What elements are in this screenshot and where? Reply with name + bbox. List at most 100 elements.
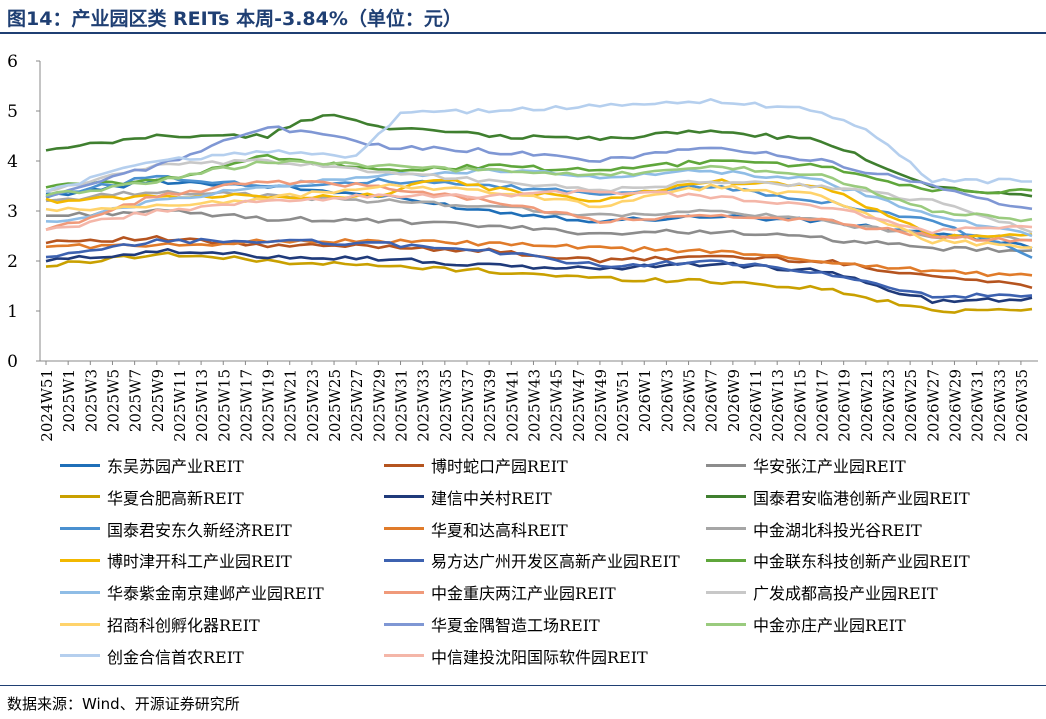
x-tick-label: 2026W33 bbox=[991, 369, 1009, 442]
legend-label: 广发成都高投产业园REIT bbox=[753, 584, 938, 604]
series-line-8 bbox=[45, 238, 1033, 278]
x-tick-label: 2026W11 bbox=[747, 369, 765, 442]
x-tick-label: 2025W33 bbox=[415, 369, 433, 442]
legend-swatch bbox=[60, 558, 100, 562]
legend-swatch bbox=[384, 527, 424, 531]
x-tick-label: 2025W51 bbox=[614, 369, 632, 442]
legend-label: 华泰紫金南京建邺产业园REIT bbox=[107, 584, 324, 604]
y-tick-label: 0 bbox=[7, 352, 18, 372]
series-line-13 bbox=[45, 168, 1033, 238]
x-tick-label: 2025W19 bbox=[260, 369, 278, 442]
series-line-10 bbox=[45, 178, 1033, 240]
legend-item: 中金联东科技创新产业园REIT bbox=[706, 550, 970, 572]
legend-item: 华夏金隅智造工场REIT bbox=[384, 614, 600, 635]
y-tick-label: 6 bbox=[7, 52, 18, 72]
legend-item: 华泰紫金南京建邺产业园REIT bbox=[60, 582, 324, 604]
x-tick-label: 2025W15 bbox=[215, 369, 233, 442]
y-tick-label: 4 bbox=[7, 152, 18, 172]
legend-item: 中金亦庄产业园REIT bbox=[706, 614, 906, 635]
x-tick-label: 2026W9 bbox=[725, 369, 743, 432]
source-note: 数据来源：Wind、开源证券研究所 bbox=[7, 695, 240, 713]
legend-swatch bbox=[384, 622, 424, 626]
legend-label: 中金湖北科投光谷REIT bbox=[753, 520, 922, 540]
legend-label: 国泰君安东久新经济REIT bbox=[107, 520, 292, 540]
y-tick-label: 5 bbox=[7, 102, 18, 122]
x-tick-label: 2025W25 bbox=[326, 369, 344, 442]
x-tick-label: 2025W49 bbox=[592, 369, 610, 442]
title-rule bbox=[0, 32, 1046, 34]
y-axis: 0 1 2 3 4 5 6 bbox=[7, 52, 41, 372]
x-tick-label: 2026W27 bbox=[924, 369, 942, 442]
x-tick-label: 2025W13 bbox=[193, 369, 211, 442]
legend-label: 华夏金隅智造工场REIT bbox=[431, 616, 600, 635]
source-rule bbox=[0, 685, 1046, 686]
legend-label: 中信建投沈阳国际软件园REIT bbox=[431, 647, 648, 667]
series-line-18 bbox=[45, 159, 1033, 223]
series-line-5 bbox=[45, 248, 1033, 305]
legend-swatch bbox=[60, 622, 100, 626]
legend-item: 中信建投沈阳国际软件园REIT bbox=[384, 646, 648, 667]
x-tick-label: 2026W21 bbox=[858, 369, 876, 442]
x-tick-label: 2026W7 bbox=[703, 369, 721, 432]
legend-item: 广发成都高投产业园REIT bbox=[706, 582, 938, 604]
y-tick-label: 2 bbox=[7, 252, 18, 272]
x-tick-label: 2025W45 bbox=[548, 369, 566, 442]
x-axis: 2024W51 2025W1 2025W3 2025W5 2025W7 2025W9 202… bbox=[38, 360, 1038, 442]
series-line-15 bbox=[45, 158, 1033, 234]
x-tick-label: 2025W35 bbox=[437, 369, 455, 442]
series-line-6 bbox=[45, 113, 1033, 198]
series-line-7 bbox=[45, 174, 1033, 259]
x-tick-label: 2025W17 bbox=[237, 369, 255, 442]
x-tick-label: 2025W3 bbox=[82, 369, 100, 432]
legend-label: 中金联东科技创新产业园REIT bbox=[753, 552, 970, 572]
x-tick-label: 2026W25 bbox=[902, 369, 920, 442]
legend-item: 博时津开科工产业园REIT bbox=[60, 550, 292, 572]
legend-swatch bbox=[706, 527, 746, 531]
legend-item: 易方达广州开发区高新产业园REIT bbox=[384, 550, 680, 572]
legend-item: 中金湖北科投光谷REIT bbox=[706, 519, 922, 540]
legend-label: 易方达广州开发区高新产业园REIT bbox=[431, 552, 680, 572]
x-tick-label: 2026W5 bbox=[681, 369, 699, 432]
x-tick-label: 2026W23 bbox=[880, 369, 898, 442]
legend-label: 中金重庆两江产业园REIT bbox=[431, 584, 616, 604]
legend-swatch bbox=[706, 590, 746, 594]
x-tick-label: 2025W5 bbox=[104, 369, 122, 432]
x-tick-label: 2025W1 bbox=[60, 369, 78, 432]
legend-swatch bbox=[384, 654, 424, 658]
legend-label: 博时津开科工产业园REIT bbox=[107, 552, 292, 572]
series-line-9 bbox=[45, 189, 1033, 242]
legend-item: 创金合信首农REIT bbox=[60, 646, 244, 667]
legend-label: 创金合信首农REIT bbox=[107, 647, 244, 667]
legend-swatch bbox=[60, 654, 100, 658]
series-line-16 bbox=[45, 183, 1033, 249]
x-tick-label: 2025W43 bbox=[525, 369, 543, 442]
legend-swatch bbox=[706, 558, 746, 562]
series-line-11 bbox=[45, 237, 1033, 299]
legend-item: 华夏和达高科REIT bbox=[384, 519, 568, 540]
series-line-4 bbox=[45, 251, 1033, 314]
series-line-14 bbox=[45, 179, 1033, 243]
x-tick-label: 2026W19 bbox=[836, 369, 854, 442]
x-tick-label: 2025W7 bbox=[127, 369, 145, 432]
legend-swatch bbox=[384, 590, 424, 594]
legend-item: 中金重庆两江产业园REIT bbox=[384, 582, 616, 604]
y-tick-label: 3 bbox=[7, 202, 18, 222]
x-tick-label: 2025W21 bbox=[282, 369, 300, 442]
x-tick-label: 2025W23 bbox=[304, 369, 322, 442]
legend-swatch bbox=[706, 622, 746, 626]
series-line-3 bbox=[46, 208, 1033, 253]
x-tick-label: 2025W39 bbox=[481, 369, 499, 442]
x-tick-label: 2024W51 bbox=[38, 369, 56, 442]
x-tick-label: 2025W47 bbox=[570, 369, 588, 442]
x-tick-label: 2025W9 bbox=[149, 369, 167, 432]
x-tick-label: 2025W31 bbox=[393, 369, 411, 442]
legend-item: 国泰君安东久新经济REIT bbox=[60, 519, 292, 540]
series-line-17 bbox=[45, 125, 1033, 211]
chart-title: 图14：产业园区类 REITs 本周-3.84%（单位：元） bbox=[7, 8, 462, 30]
legend-label: 华夏和达高科REIT bbox=[431, 520, 568, 540]
x-tick-label: 2026W15 bbox=[791, 369, 809, 442]
legend-swatch bbox=[384, 558, 424, 562]
series-line-20 bbox=[45, 189, 1033, 235]
x-tick-label: 2026W35 bbox=[1013, 369, 1031, 442]
legend-swatch bbox=[60, 590, 100, 594]
